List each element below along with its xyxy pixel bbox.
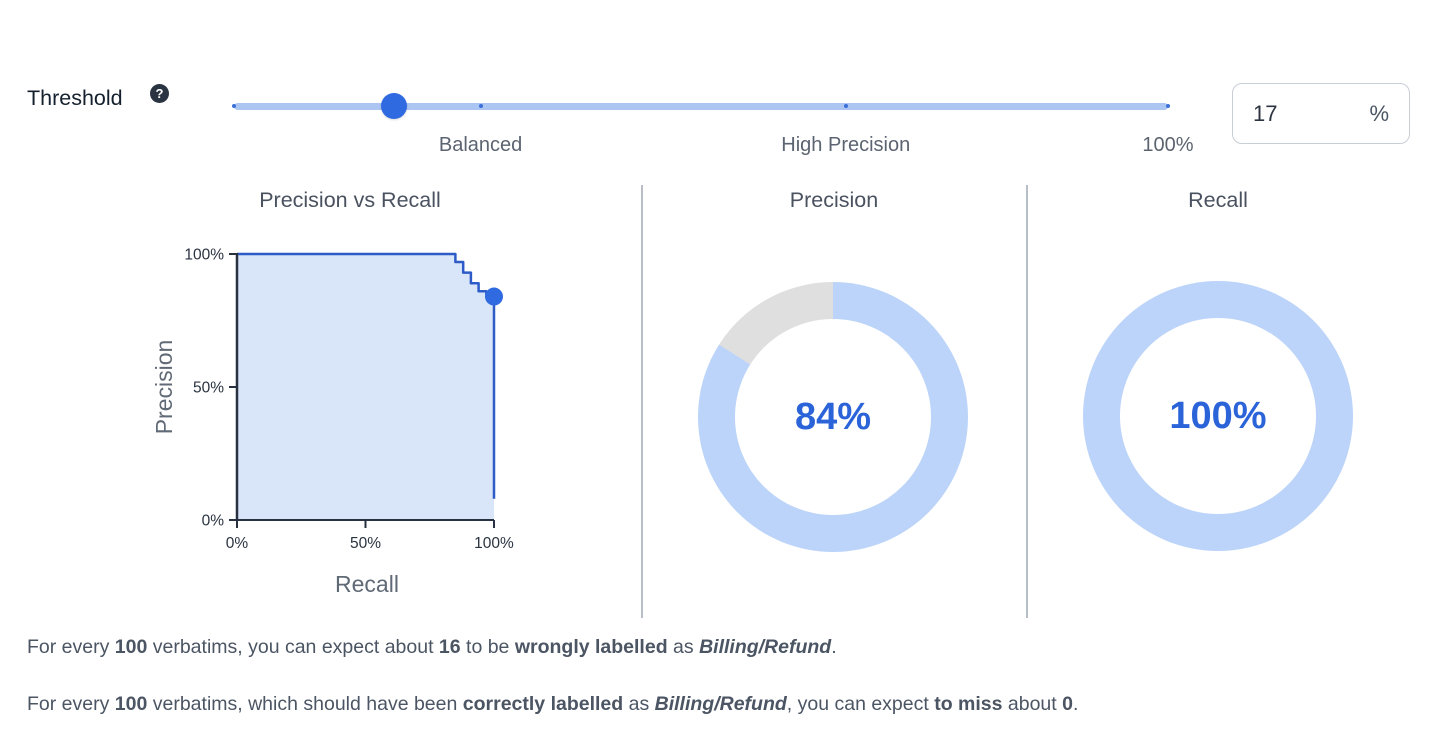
pvr-chart-title: Precision vs Recall <box>259 188 441 212</box>
x-axis-label: Recall <box>335 571 399 597</box>
summary-text-segment: 16 <box>438 636 461 658</box>
svg-text:0%: 0% <box>226 535 249 552</box>
summary-text-segment: about <box>1002 693 1063 715</box>
svg-text:50%: 50% <box>193 380 224 397</box>
slider-handle[interactable] <box>380 93 407 119</box>
svg-text:100%: 100% <box>474 535 514 552</box>
svg-text:100%: 100% <box>184 247 224 264</box>
summary-text-segment: . <box>1072 693 1079 715</box>
svg-text:50%: 50% <box>350 535 381 552</box>
svg-text:0%: 0% <box>202 513 225 530</box>
recall-panel-title: Recall <box>1188 188 1248 212</box>
x-ticks: 0% 50% 100% <box>226 520 514 552</box>
slider-mark-label: High Precision <box>781 134 911 156</box>
summary-text-segment: , you can expect <box>786 693 935 715</box>
summary-text-segment: For every <box>27 636 115 658</box>
summary-text-segment: 0 <box>1062 693 1073 715</box>
summary-text-segment: . <box>831 636 837 658</box>
panel-divider <box>1026 185 1028 618</box>
slider-mark-dot <box>478 104 483 108</box>
summary-text-segment: Billing/Refund <box>654 693 787 715</box>
y-axis-label: Precision <box>151 340 177 435</box>
threshold-unit-label: % <box>1369 100 1389 126</box>
threshold-value-input[interactable] <box>1253 100 1333 127</box>
slider-track[interactable] <box>234 102 1168 110</box>
summary-text-segment: to be <box>460 636 515 658</box>
summary-line-1: For every 100 verbatims, you can expect … <box>27 636 837 659</box>
slider-mark-labels: Balanced High Precision 100% <box>234 134 1194 160</box>
precision-value: 84% <box>794 395 872 438</box>
question-mark-glyph: ? <box>155 86 164 101</box>
charts-row: Precision vs Recall Precision Recall 0% 5… <box>0 185 1442 620</box>
precision-recall-chart: 0% 50% 100% 0% 50% 100% Precision Recall <box>151 247 514 598</box>
summary-line-2: For every 100 verbatims, which should ha… <box>27 693 1078 716</box>
slider-mark-dot <box>843 104 848 108</box>
threshold-input-box: % <box>1232 83 1410 144</box>
summary-text-segment: verbatims, you can expect about <box>147 636 439 658</box>
summary-text-segment: For every <box>27 693 115 715</box>
recall-donut-hole <box>1120 318 1316 514</box>
threshold-slider <box>232 93 1170 119</box>
summary-text-segment: as <box>667 636 700 658</box>
summary-text-segment: 100 <box>114 693 148 715</box>
precision-panel-title: Precision <box>789 188 879 212</box>
summary-text-segment: wrongly labelled <box>514 636 668 658</box>
slider-mark-dot <box>1166 104 1170 108</box>
summary-text-segment: 100 <box>114 636 148 658</box>
threshold-label: Threshold <box>27 86 123 110</box>
summary-text-segment: verbatims, which should have been <box>147 693 463 715</box>
precision-donut-hole <box>735 319 931 515</box>
precision-donut: 84% <box>698 282 968 552</box>
panel-divider <box>641 185 643 618</box>
summary-text-segment: to miss <box>934 693 1003 715</box>
slider-mark-label: 100% <box>1142 134 1194 156</box>
summary-text-segment: Billing/Refund <box>699 636 832 658</box>
recall-value: 100% <box>1169 394 1267 437</box>
summary-text-segment: correctly labelled <box>462 693 624 715</box>
slider-mark-label: Balanced <box>438 134 523 156</box>
pr-current-point <box>485 287 503 306</box>
y-ticks: 0% 50% 100% <box>184 247 237 530</box>
help-icon[interactable]: ? <box>150 84 169 103</box>
recall-donut: 100% <box>1083 281 1353 551</box>
summary-text-segment: as <box>623 693 655 715</box>
pr-curve-fill <box>237 254 494 520</box>
slider-mark-dot <box>232 104 236 108</box>
